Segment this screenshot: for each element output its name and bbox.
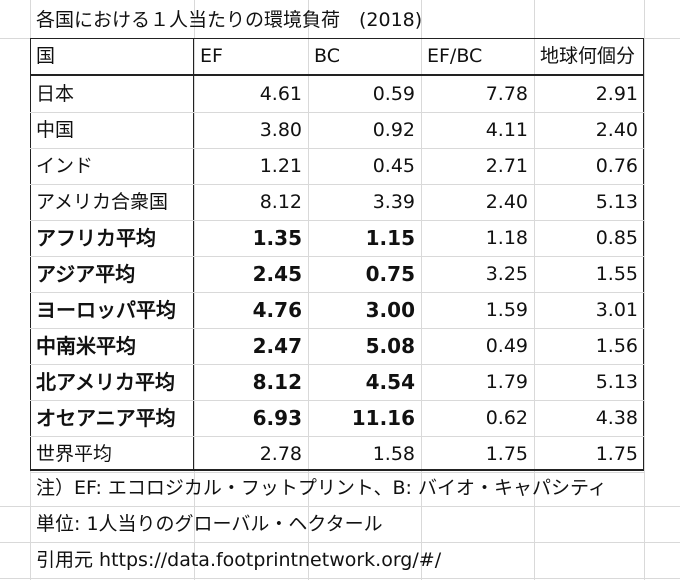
cell-ef[interactable]: 2.78 (259, 443, 302, 465)
header-ef-bc[interactable]: EF/BC (427, 45, 483, 67)
cell-earths[interactable]: 3.01 (595, 299, 638, 321)
header-earths[interactable]: 地球何個分 (540, 45, 636, 67)
data-table (30, 38, 644, 471)
gridline (194, 0, 195, 580)
cell-country[interactable]: インド (36, 155, 94, 177)
row-gridline (30, 328, 644, 329)
cell-bc[interactable]: 0.92 (372, 119, 415, 141)
cell-ef-bc[interactable]: 3.25 (485, 263, 528, 285)
gridline (644, 0, 645, 580)
cell-ef[interactable]: 1.35 (252, 226, 302, 250)
gridline (0, 542, 680, 543)
cell-bc[interactable]: 11.16 (351, 406, 415, 430)
cell-bc[interactable]: 0.59 (372, 83, 415, 105)
cell-earths[interactable]: 2.40 (595, 119, 638, 141)
row-gridline (30, 220, 644, 221)
cell-country[interactable]: アメリカ合衆国 (36, 191, 169, 213)
cell-country[interactable]: 北アメリカ平均 (36, 370, 175, 394)
cell-ef-bc[interactable]: 1.75 (485, 443, 528, 465)
cell-country[interactable]: 日本 (36, 83, 75, 105)
cell-ef-bc[interactable]: 1.59 (485, 299, 528, 321)
note-definitions[interactable]: 注）EF: エコロジカル・フットプリント、B: バイオ・キャパシティ (36, 477, 607, 499)
cell-country[interactable]: 中国 (36, 119, 75, 141)
cell-ef-bc[interactable]: 0.49 (485, 335, 528, 357)
cell-bc[interactable]: 3.39 (372, 191, 415, 213)
gridline (308, 0, 309, 580)
cell-country[interactable]: アジア平均 (36, 262, 136, 286)
header-bc[interactable]: BC (314, 45, 340, 67)
cell-ef[interactable]: 2.45 (252, 262, 302, 286)
row-gridline (30, 400, 644, 401)
cell-ef[interactable]: 3.80 (259, 119, 302, 141)
cell-ef-bc[interactable]: 2.40 (485, 191, 528, 213)
header-country[interactable]: 国 (36, 45, 56, 67)
cell-earths[interactable]: 4.38 (595, 407, 638, 429)
cell-earths[interactable]: 2.91 (595, 83, 638, 105)
cell-ef[interactable]: 4.61 (259, 83, 302, 105)
header-ef[interactable]: EF (200, 45, 223, 67)
sheet-title[interactable]: 各国における１人当たりの環境負荷 (2018) (36, 9, 423, 31)
row-gridline (30, 256, 644, 257)
row-gridline (30, 292, 644, 293)
cell-earths[interactable]: 1.56 (595, 335, 638, 357)
cell-ef-bc[interactable]: 4.11 (485, 119, 528, 141)
note-unit[interactable]: 単位: 1人当りのグローバル・ヘクタール (36, 513, 383, 535)
cell-ef[interactable]: 8.12 (252, 370, 302, 394)
cell-bc[interactable]: 5.08 (365, 334, 415, 358)
cell-bc[interactable]: 0.75 (365, 262, 415, 286)
cell-ef[interactable]: 2.47 (252, 334, 302, 358)
note-source[interactable]: 引用元 https://data.footprintnetwork.org/#/ (36, 549, 442, 571)
cell-earths[interactable]: 1.75 (595, 443, 638, 465)
cell-ef[interactable]: 6.93 (252, 406, 302, 430)
row-gridline (30, 436, 644, 437)
gridline (0, 578, 680, 579)
cell-ef-bc[interactable]: 1.18 (485, 227, 528, 249)
row-gridline (30, 112, 644, 113)
cell-earths[interactable]: 1.55 (595, 263, 638, 285)
cell-ef-bc[interactable]: 1.79 (485, 371, 528, 393)
gridline (534, 0, 535, 580)
cell-ef-bc[interactable]: 2.71 (485, 155, 528, 177)
cell-ef-bc[interactable]: 7.78 (485, 83, 528, 105)
cell-bc[interactable]: 1.15 (365, 226, 415, 250)
cell-country[interactable]: オセアニア平均 (36, 406, 176, 430)
cell-earths[interactable]: 5.13 (595, 191, 638, 213)
cell-ef-bc[interactable]: 0.62 (485, 407, 528, 429)
cell-ef[interactable]: 1.21 (259, 155, 302, 177)
gridline (421, 0, 422, 580)
cell-country[interactable]: 中南米平均 (36, 334, 136, 358)
cell-ef[interactable]: 8.12 (259, 191, 302, 213)
cell-country[interactable]: 世界平均 (36, 443, 113, 465)
cell-earths[interactable]: 0.76 (595, 155, 638, 177)
gridline (0, 506, 680, 507)
cell-country[interactable]: ヨーロッパ平均 (36, 298, 176, 322)
row-gridline (30, 184, 644, 185)
cell-bc[interactable]: 4.54 (365, 370, 415, 394)
cell-bc[interactable]: 3.00 (365, 298, 415, 322)
row-gridline (30, 148, 644, 149)
cell-country[interactable]: アフリカ平均 (36, 226, 156, 250)
cell-bc[interactable]: 0.45 (372, 155, 415, 177)
cell-earths[interactable]: 5.13 (595, 371, 638, 393)
cell-ef[interactable]: 4.76 (252, 298, 302, 322)
cell-earths[interactable]: 0.85 (595, 227, 638, 249)
row-gridline (30, 472, 644, 473)
row-gridline (30, 364, 644, 365)
cell-bc[interactable]: 1.58 (372, 443, 415, 465)
